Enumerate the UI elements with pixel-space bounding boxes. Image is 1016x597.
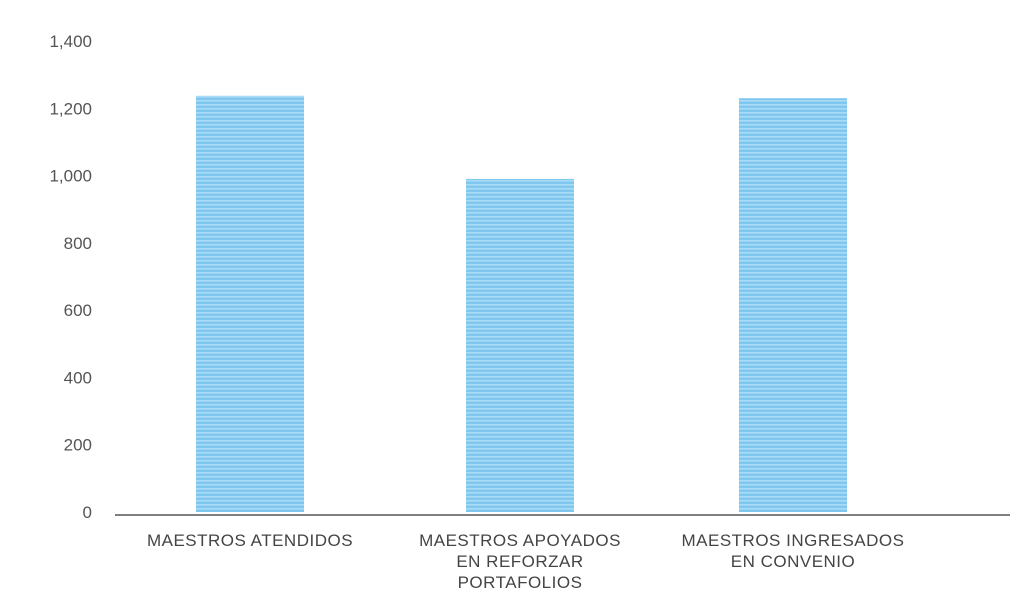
- x-category-label: MAESTROS APOYADOS EN REFORZAR PORTAFOLIOS: [419, 531, 621, 592]
- bar: [196, 95, 304, 512]
- y-tick-label: 200: [64, 436, 92, 455]
- bar: [739, 98, 847, 512]
- bar: [466, 178, 574, 512]
- y-tick-label: 1,200: [49, 99, 92, 118]
- y-tick-label: 1,400: [49, 32, 92, 51]
- y-tick-label: 800: [64, 234, 92, 253]
- x-category-label: MAESTROS INGRESADOS EN CONVENIO: [682, 531, 905, 571]
- y-tick-label: 0: [83, 503, 92, 522]
- y-axis-ticks: 0 200 400 600 800 1,000 1,200 1,400: [49, 32, 92, 522]
- y-tick-label: 600: [64, 301, 92, 320]
- y-tick-label: 1,000: [49, 167, 92, 186]
- x-category-label: MAESTROS ATENDIDOS: [147, 531, 353, 550]
- x-axis-labels: MAESTROS ATENDIDOS MAESTROS APOYADOS EN RE…: [147, 531, 905, 592]
- y-tick-label: 400: [64, 368, 92, 387]
- bars: [196, 95, 847, 512]
